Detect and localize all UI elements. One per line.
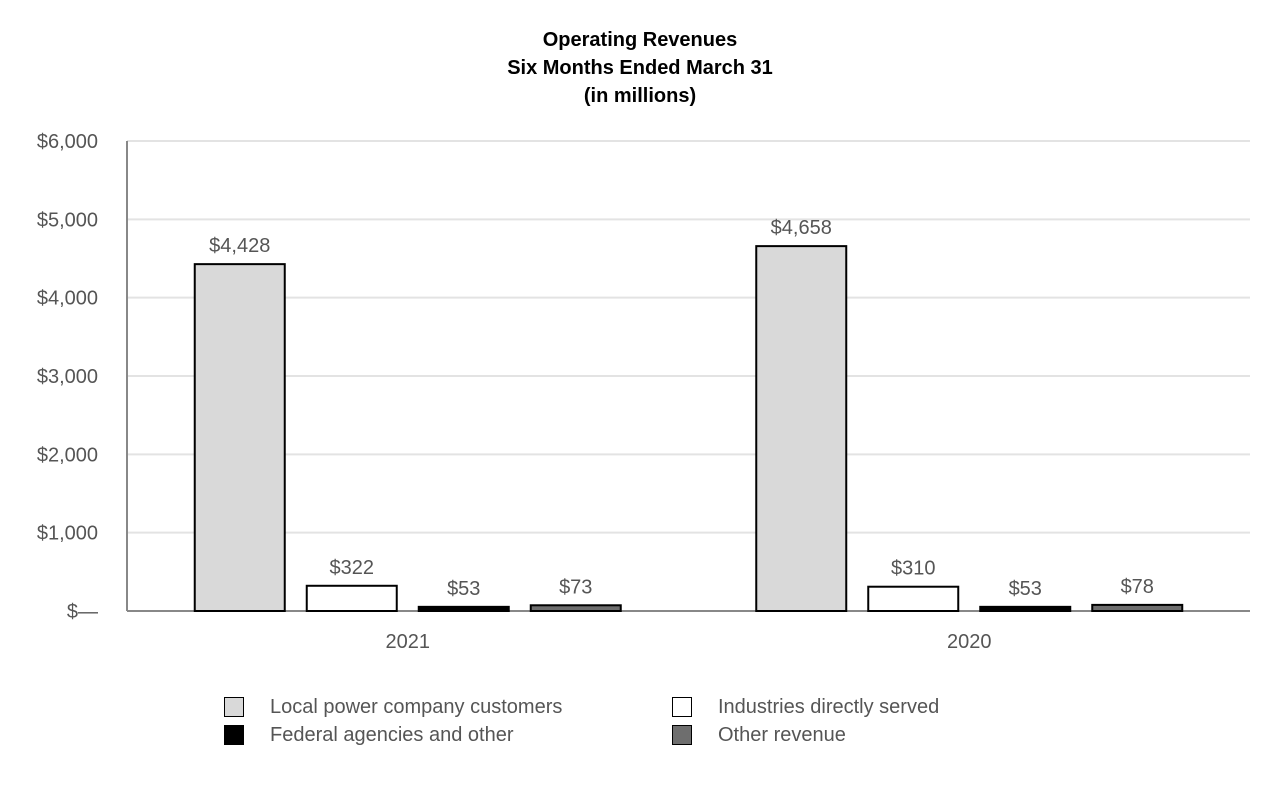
legend-item-federal: Federal agencies and other: [224, 722, 514, 748]
data-label: $78: [1121, 576, 1154, 598]
y-tick-label: $6,000: [37, 131, 98, 153]
data-label: $4,428: [209, 235, 270, 257]
data-label: $4,658: [771, 217, 832, 239]
legend-label-industries: Industries directly served: [718, 695, 940, 718]
data-label: $53: [447, 578, 480, 600]
legend-item-local-power: Local power company customers: [224, 694, 562, 720]
legend-swatch-other: [672, 725, 692, 745]
bar: [193, 263, 286, 612]
legend-item-other: Other revenue: [672, 722, 846, 748]
chart-subtitle: Six Months Ended March 31: [507, 57, 773, 79]
legend-item-industries: Industries directly served: [672, 694, 939, 720]
y-tick-label: $1,000: [37, 523, 98, 545]
chart-unit-note: (in millions): [583, 85, 697, 107]
chart-title-block: Operating Revenues Six Months Ended Marc…: [0, 26, 1280, 110]
legend-swatch-local-power: [224, 697, 244, 717]
bar: [529, 604, 622, 613]
legend-label-other: Other revenue: [718, 723, 846, 746]
bar: [1091, 603, 1184, 613]
data-label: $53: [1009, 578, 1042, 600]
data-label: $322: [330, 557, 375, 579]
chart-title: Operating Revenues: [542, 29, 738, 51]
legend-swatch-industries: [672, 697, 692, 717]
bar: [867, 585, 960, 613]
data-label: $310: [891, 558, 936, 580]
legend-swatch-federal: [224, 725, 244, 745]
x-tick-label: 2021: [386, 631, 431, 653]
y-tick-label: $3,000: [37, 366, 98, 388]
y-tick-label: $—: [67, 601, 98, 623]
bar: [755, 245, 848, 613]
y-tick-label: $5,000: [37, 209, 98, 231]
y-tick-label: $4,000: [37, 288, 98, 310]
y-tick-label: $2,000: [37, 444, 98, 466]
chart-plot: $— $1,000 $2,000 $3,000 $4,000 $5,000 $6,000 $4…: [37, 131, 1250, 653]
legend-label-federal: Federal agencies and other: [270, 723, 514, 746]
x-tick-label: 2020: [947, 631, 992, 653]
data-label: $73: [559, 576, 592, 598]
bar: [417, 605, 510, 612]
legend-label-local-power: Local power company customers: [270, 695, 563, 718]
bar: [979, 605, 1072, 612]
bar: [305, 584, 398, 613]
